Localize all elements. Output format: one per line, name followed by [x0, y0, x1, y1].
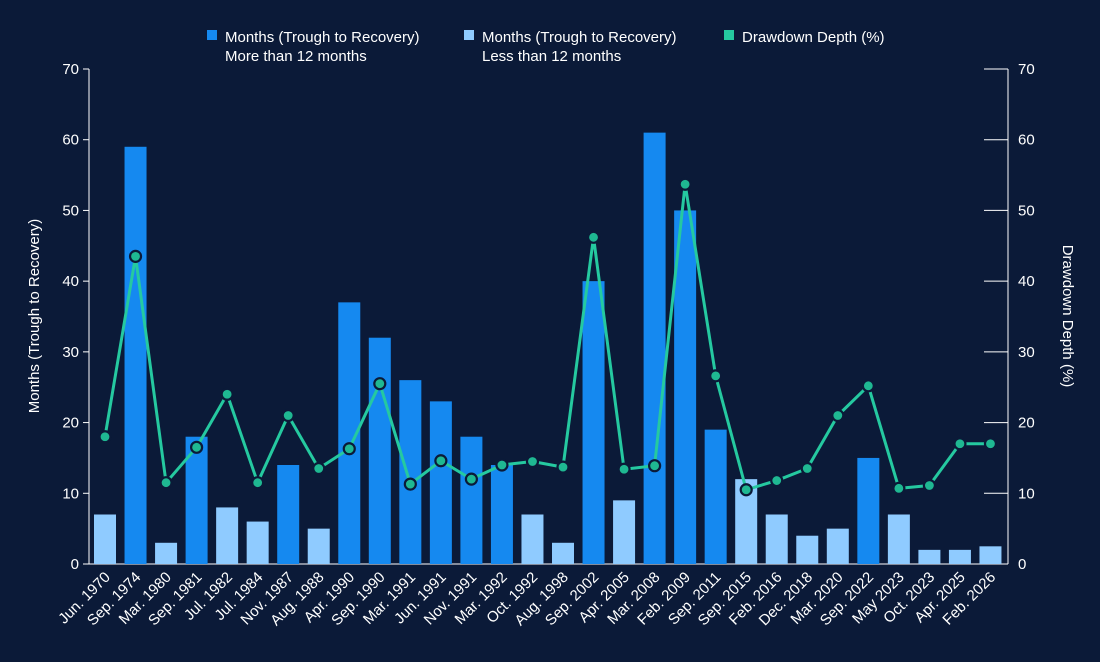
bar — [307, 528, 330, 564]
legend-swatch — [207, 30, 217, 40]
left-tick-label: 60 — [62, 132, 79, 149]
drawdown-point — [861, 379, 875, 393]
bar — [399, 380, 422, 564]
legend-item-less: Months (Trough to Recovery) Less than 12 … — [464, 29, 677, 65]
left-tick-label: 10 — [62, 485, 79, 502]
drawdown-point — [678, 177, 692, 191]
legend-item-line: Drawdown Depth (%) — [724, 29, 885, 46]
legend-sublabel: More than 12 months — [225, 48, 367, 65]
bar — [887, 514, 910, 564]
drawdown-point — [373, 377, 387, 391]
legend-label: Months (Trough to Recovery) — [482, 29, 677, 46]
bar — [765, 514, 788, 564]
bar — [979, 546, 1002, 564]
bar — [155, 542, 178, 564]
legend-sublabel: Less than 12 months — [482, 48, 621, 65]
right-axis-title: Drawdown Depth (%) — [1059, 245, 1076, 388]
drawdown-point — [342, 442, 356, 456]
bar — [277, 465, 300, 564]
drawdown-point — [922, 478, 937, 493]
left-tick-label: 70 — [62, 61, 79, 78]
drawdown-point — [128, 249, 143, 263]
drawdown-point — [159, 476, 173, 490]
right-tick-label: 0 — [1018, 556, 1026, 573]
drawdown-point — [983, 437, 998, 451]
bar — [246, 521, 269, 564]
drawdown-point — [892, 481, 906, 495]
legend-swatch — [464, 30, 474, 40]
drawdown-point — [586, 230, 601, 244]
bar — [613, 500, 636, 564]
right-tick-label: 50 — [1018, 202, 1035, 219]
drawdown-point — [556, 460, 570, 474]
drawdown-point — [770, 473, 784, 488]
bar — [643, 132, 666, 564]
left-axis-title: Months (Trough to Recovery) — [26, 219, 43, 414]
right-tick-label: 20 — [1018, 415, 1035, 432]
right-tick-label: 10 — [1018, 485, 1035, 502]
legend-item-more: Months (Trough to Recovery) More than 12 … — [207, 29, 420, 65]
drawdown-point — [495, 458, 509, 472]
bar — [94, 514, 116, 564]
drawdown-point — [403, 477, 417, 491]
legend-label: Drawdown Depth (%) — [742, 29, 885, 46]
left-tick-label: 20 — [62, 415, 79, 432]
bar — [704, 429, 727, 564]
legend-swatch — [724, 30, 734, 40]
bar — [826, 528, 849, 564]
left-tick-label: 0 — [71, 556, 79, 573]
bar — [429, 401, 452, 564]
bar — [338, 302, 361, 564]
drawdown-point — [281, 408, 295, 423]
bar — [124, 146, 147, 565]
right-tick-label: 60 — [1018, 132, 1035, 149]
right-tick-label: 40 — [1018, 273, 1035, 290]
left-tick-label: 50 — [62, 202, 79, 219]
drawdown-point — [525, 454, 540, 469]
drawdown-line-series — [98, 177, 998, 497]
bar — [490, 465, 513, 564]
bar — [552, 542, 574, 564]
bar — [674, 210, 697, 564]
bar — [918, 549, 941, 564]
left-tick-label: 30 — [62, 344, 79, 361]
bar — [460, 436, 483, 564]
bar — [796, 535, 819, 564]
drawdown-point — [434, 454, 448, 468]
drawdown-point — [312, 461, 326, 476]
right-tick-label: 70 — [1018, 61, 1035, 78]
drawdown-point — [739, 483, 753, 497]
drawdown-point — [617, 462, 631, 476]
right-tick-label: 30 — [1018, 344, 1035, 361]
drawdown-line — [103, 182, 991, 492]
drawdown-point — [98, 430, 112, 444]
drawdown-point — [647, 459, 662, 473]
drawdown-point — [709, 369, 723, 383]
drawdown-point — [251, 476, 265, 490]
left-tick-label: 40 — [62, 273, 79, 290]
bar — [735, 479, 758, 564]
drawdown-point — [800, 461, 814, 476]
legend: Months (Trough to Recovery) More than 12 … — [207, 29, 885, 65]
right-axis-ticks: 0 10 20 30 40 50 60 70 — [984, 61, 1035, 573]
bars — [94, 132, 1002, 565]
bar — [521, 514, 544, 564]
bar — [948, 549, 971, 564]
bar — [216, 507, 239, 564]
drawdown-point — [953, 437, 967, 451]
legend-label: Months (Trough to Recovery) — [225, 29, 420, 46]
left-axis-ticks: 0 10 20 30 40 50 60 70 — [62, 61, 89, 573]
drawdown-point — [831, 408, 845, 423]
bar — [185, 436, 208, 564]
bar — [582, 281, 605, 564]
drawdown-point — [464, 472, 478, 486]
drawdown-point — [220, 387, 234, 401]
drawdown-point — [190, 440, 204, 454]
bar — [368, 337, 391, 564]
bar — [857, 457, 880, 564]
